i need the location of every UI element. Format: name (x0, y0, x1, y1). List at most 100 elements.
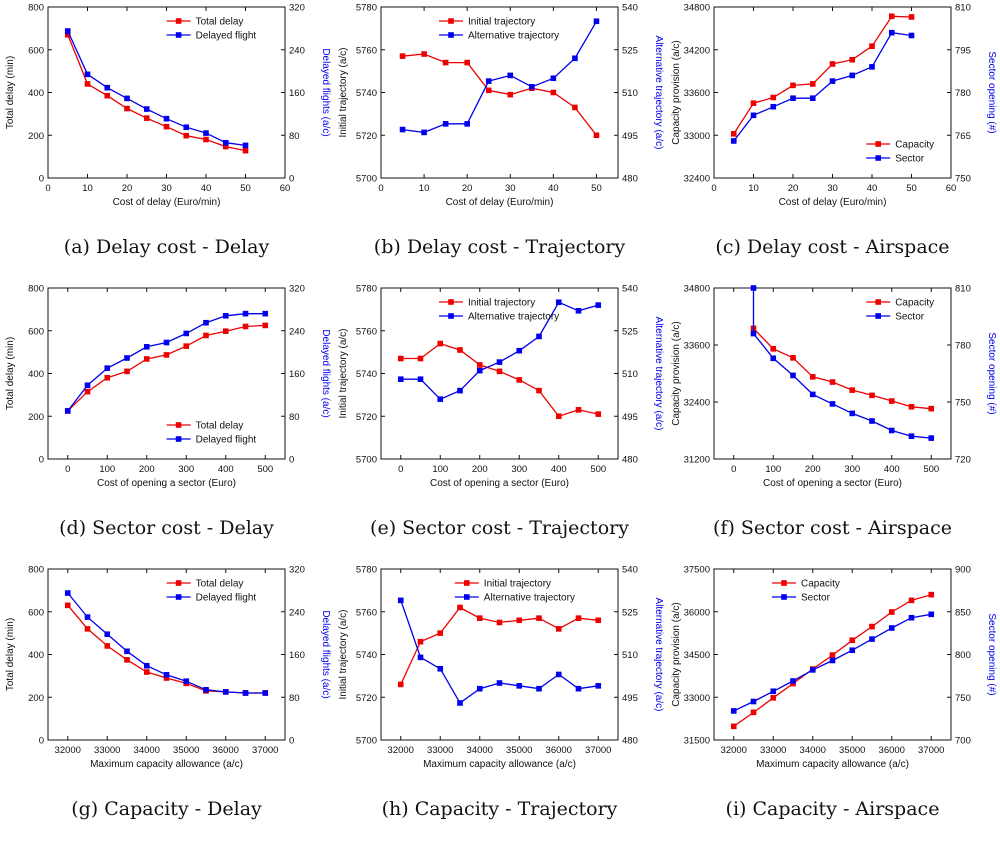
data-point (829, 652, 836, 658)
y-tick-label: 5780 (356, 3, 377, 14)
y-right-axis-label: Sector opening (#) (986, 332, 997, 414)
y-right-tick-label: 780 (955, 341, 971, 352)
chart-i: 32000 33000 34000 35000 36000 37000 31500 33000… (671, 565, 997, 771)
series-line-2 (733, 31, 912, 142)
series-line-1 (753, 327, 932, 410)
y-right-tick-label: 240 (289, 607, 305, 618)
x-tick-label: 0 (711, 183, 716, 194)
data-point (262, 322, 269, 329)
x-tick-label: 40 (548, 183, 559, 194)
x-tick-label: 37000 (252, 745, 278, 756)
panel-b: 0 10 20 30 40 50 5700 5720 5740 5760 5780 480 495 510… (333, 0, 666, 281)
x-tick-label: 36000 (879, 745, 905, 756)
y-tick-label: 200 (28, 693, 44, 704)
y-right-tick-label: 510 (622, 88, 638, 99)
data-point (222, 328, 229, 334)
x-tick-label: 50 (240, 183, 251, 194)
y-right-tick-label: 525 (622, 326, 638, 337)
data-point (516, 347, 523, 354)
x-tick-label: 500 (923, 464, 939, 475)
data-point (790, 678, 796, 684)
data-point (869, 43, 875, 49)
data-point (750, 330, 757, 337)
x-tick-label: 40 (867, 183, 878, 194)
data-point (928, 591, 935, 598)
data-point (928, 435, 935, 441)
y-right-axis-label: Sector opening (#) (986, 51, 997, 133)
y-right-tick-label: 720 (955, 455, 971, 466)
data-point (183, 343, 190, 349)
data-point (222, 139, 229, 146)
legend-label: Capacity (895, 140, 934, 151)
x-tick-label: 32000 (721, 745, 747, 756)
data-point (869, 636, 875, 642)
data-point (262, 690, 269, 696)
legend-marker (875, 299, 881, 305)
legend-marker (175, 32, 182, 38)
y-right-tick-label: 240 (289, 326, 305, 337)
data-point (143, 669, 150, 675)
y-axis-label: Capacity provision (a/c) (671, 321, 682, 425)
data-point (397, 681, 404, 688)
x-tick-label: 0 (65, 464, 70, 475)
data-point (124, 657, 130, 663)
x-tick-label: 30 (827, 183, 838, 194)
data-point (64, 28, 71, 34)
y-tick-label: 5780 (356, 565, 377, 576)
data-point (104, 84, 111, 91)
y-tick-label: 34200 (684, 45, 710, 56)
data-point (143, 662, 150, 669)
y-tick-label: 0 (39, 455, 44, 466)
data-point (397, 597, 404, 604)
data-point (417, 654, 424, 661)
y-right-tick-label: 765 (955, 131, 971, 142)
data-point (750, 100, 757, 106)
legend-label: Total delay (196, 579, 244, 590)
data-point (203, 319, 209, 326)
x-tick-label: 34000 (467, 745, 493, 756)
data-point (888, 13, 895, 20)
y-right-tick-label: 810 (955, 3, 971, 14)
y-axis-label: Total delay (min) (5, 618, 16, 691)
y-right-axis-label: Sector opening (#) (986, 613, 997, 695)
data-point (869, 64, 875, 70)
data-point (242, 690, 249, 696)
data-point (555, 413, 562, 420)
x-tick-label: 200 (472, 464, 488, 475)
data-point (163, 672, 170, 678)
data-point (507, 91, 514, 98)
panel-c: 0 10 20 30 40 50 60 32400 33000 33600 34200 34800 75… (666, 0, 999, 281)
data-point (496, 619, 503, 626)
x-axis-label: Cost of delay (Euro/min) (779, 197, 887, 208)
x-tick-label: 33000 (94, 745, 120, 756)
data-point (222, 689, 229, 695)
x-tick-label: 50 (591, 183, 602, 194)
data-point (869, 623, 875, 630)
legend-marker (175, 594, 182, 600)
data-point (536, 387, 542, 394)
y-tick-label: 5720 (356, 693, 377, 704)
legend-marker (175, 580, 182, 586)
data-point (464, 121, 470, 127)
data-point (750, 285, 757, 291)
legend-marker (175, 422, 182, 428)
y-right-tick-label: 160 (289, 650, 305, 661)
data-point (770, 695, 777, 701)
y-right-tick-label: 750 (955, 398, 971, 409)
data-point (222, 312, 229, 319)
y-tick-label: 600 (28, 45, 44, 56)
y-right-tick-label: 160 (289, 88, 305, 99)
data-point (417, 638, 424, 645)
x-tick-label: 30 (505, 183, 516, 194)
caption-e: (e) Sector cost - Trajectory (370, 517, 629, 539)
data-point (437, 340, 444, 347)
x-axis-label: Cost of opening a sector (Euro) (97, 478, 236, 489)
data-point (203, 686, 209, 693)
y-tick-label: 200 (28, 412, 44, 423)
data-point (595, 617, 602, 624)
data-point (750, 709, 757, 716)
y-tick-label: 34500 (684, 650, 710, 661)
data-point (104, 374, 111, 381)
data-point (809, 391, 816, 398)
data-point (496, 368, 503, 375)
